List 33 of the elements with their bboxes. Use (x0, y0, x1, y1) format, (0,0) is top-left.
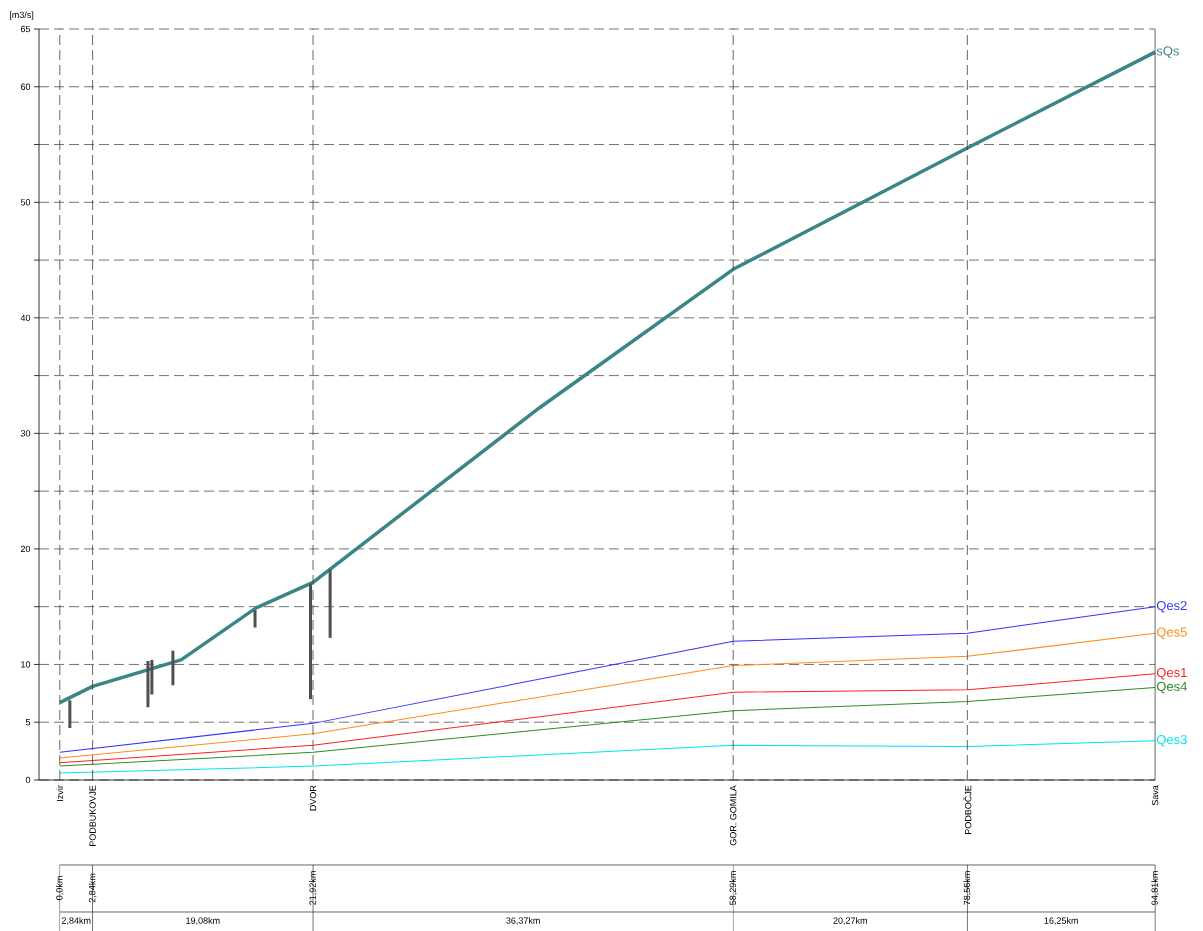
ref-line-label: Izvir (56, 785, 64, 801)
text: 16,25km (1044, 917, 1078, 925)
x-tick-label: 21,92km (309, 871, 317, 905)
y-tick-label: 50 (20, 199, 31, 206)
y-tick-label: 0 (25, 776, 31, 784)
text: 2,84km (61, 917, 91, 925)
series-label: Qes1 (1156, 667, 1187, 680)
y-tick-label: 5 (25, 719, 31, 726)
x-tick-label: 94,81km (1151, 871, 1159, 905)
y-tick-label: 10 (21, 661, 31, 668)
series-label: Qes5 (1156, 627, 1187, 640)
series-label: Qes3 (1156, 734, 1187, 747)
text: 36,37km (506, 917, 540, 925)
y-tick-label: 60 (20, 83, 31, 90)
y-axis-title: [m3/s] (9, 11, 34, 20)
y-tick-label: 30 (20, 430, 31, 437)
ref-line-label: GOR. GOMILA (730, 785, 737, 846)
x-tick-label: 58,29km (729, 871, 738, 905)
y-tick-label: 20 (20, 545, 31, 553)
ref-line-label: Sava (1151, 785, 1159, 806)
ref-line-label: PODBUKOVJE (89, 785, 96, 846)
series-label: Qes4 (1156, 681, 1187, 694)
y-tick-label: 40 (20, 314, 31, 322)
x-tick-label: 0,0km (55, 876, 64, 900)
series-label: sQs (1156, 46, 1179, 58)
text: 19,08km (186, 917, 220, 925)
x-tick-label: 78,56km (963, 871, 972, 905)
ref-line-label: PODBOČJE (963, 785, 972, 834)
ref-line-label: DVOR (309, 785, 317, 811)
y-tick-label: 65 (20, 25, 31, 33)
text: 20,27km (833, 917, 867, 925)
series-label: Qes2 (1156, 600, 1187, 613)
x-tick-label: 2,84km (88, 873, 97, 903)
